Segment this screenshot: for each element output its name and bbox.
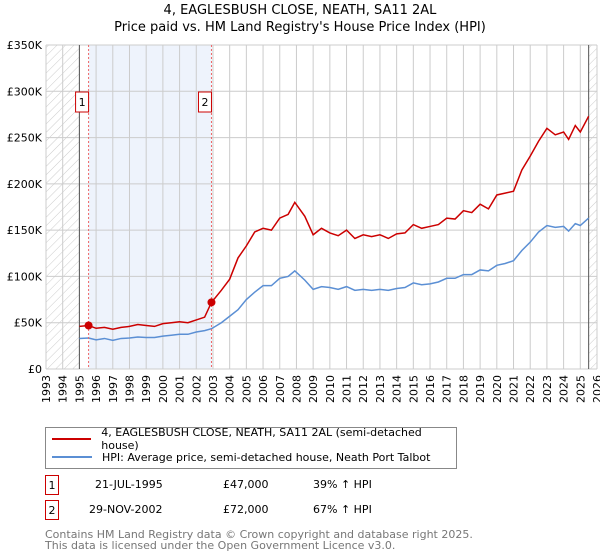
x-tick-label: 1994 [57, 375, 70, 403]
sale-hpi: 39% ↑ HPI [313, 478, 372, 491]
footer-copyright: Contains HM Land Registry data © Crown c… [45, 528, 473, 541]
x-tick-label: 1998 [123, 375, 136, 403]
legend-swatch-red [52, 438, 92, 440]
x-tick-label: 2021 [508, 375, 521, 403]
x-tick-label: 2000 [157, 375, 170, 403]
y-tick-label: £350K [7, 39, 43, 52]
sale-row-1: 1 21-JUL-1995 £47,000 39% ↑ HPI [45, 475, 445, 495]
x-tick-label: 2012 [357, 375, 370, 403]
sale-point [207, 298, 216, 307]
x-tick-label: 2016 [424, 375, 437, 403]
x-tick-label: 2014 [391, 375, 404, 403]
y-tick-label: £300K [7, 85, 43, 98]
y-tick-label: £100K [7, 270, 43, 283]
x-tick-label: 2005 [240, 375, 253, 403]
sale-marker-label: 1 [45, 475, 59, 495]
x-tick-label: 2017 [441, 375, 454, 403]
sale-label-box [75, 91, 90, 113]
x-tick-label: 1996 [90, 375, 103, 403]
x-tick-label: 2009 [307, 375, 320, 403]
footer: Contains HM Land Registry data © Crown c… [45, 529, 473, 551]
sale-price: £72,000 [223, 503, 269, 516]
hpi-line [79, 217, 590, 342]
x-tick-label: 1993 [40, 375, 53, 403]
sale-price: £47,000 [223, 478, 269, 491]
y-tick-label: £250K [7, 132, 43, 145]
y-tick-label: £50K [14, 317, 43, 330]
x-tick-label: 2007 [274, 375, 287, 403]
x-tick-label: 2015 [407, 375, 420, 403]
x-tick-label: 2023 [541, 375, 554, 403]
x-tick-label: 2018 [457, 375, 470, 403]
property-price-line [79, 115, 590, 330]
x-tick-label: 2025 [574, 375, 587, 403]
legend-label: HPI: Average price, semi-detached house,… [102, 450, 431, 464]
x-tick-label: 2011 [341, 375, 354, 403]
sale-label: 2 [201, 96, 208, 109]
x-tick-label: 2024 [558, 375, 571, 403]
x-tick-label: 2010 [324, 375, 337, 403]
chart-title: 4, EAGLESBUSH CLOSE, NEATH, SA11 2AL [163, 3, 437, 18]
footer-licence: This data is licensed under the Open Gov… [45, 539, 396, 552]
x-tick-label: 2019 [474, 375, 487, 403]
y-tick-label: £0 [28, 363, 42, 376]
x-tick-label: 2013 [374, 375, 387, 403]
x-tick-label: 2004 [224, 375, 237, 403]
sale-hpi: 67% ↑ HPI [313, 503, 372, 516]
legend: 4, EAGLESBUSH CLOSE, NEATH, SA11 2AL (se… [45, 426, 457, 469]
sale-marker-label: 2 [45, 500, 59, 520]
x-tick-label: 2020 [491, 375, 504, 403]
x-tick-label: 2003 [207, 375, 220, 403]
legend-label: 4, EAGLESBUSH CLOSE, NEATH, SA11 2AL (se… [101, 426, 422, 452]
x-tick-label: 2006 [257, 375, 270, 403]
sale-row-2: 2 29-NOV-2002 £72,000 67% ↑ HPI [45, 500, 445, 520]
legend-item-hpi: HPI: Average price, semi-detached house,… [52, 448, 430, 466]
legend-swatch-blue [52, 456, 92, 458]
x-tick-label: 1995 [73, 375, 86, 403]
legend-item-property: 4, EAGLESBUSH CLOSE, NEATH, SA11 2AL (se… [52, 426, 456, 452]
x-tick-label: 2008 [290, 375, 303, 403]
ownership-shading [88, 45, 212, 369]
sale-date: 29-NOV-2002 [89, 503, 163, 516]
x-tick-label: 2001 [174, 375, 187, 403]
y-tick-label: £150K [7, 224, 43, 237]
sale-label: 1 [79, 96, 86, 109]
sale-point [84, 321, 93, 330]
x-tick-label: 1999 [140, 375, 153, 403]
x-tick-label: 2022 [524, 375, 537, 403]
chart-subtitle: Price paid vs. HM Land Registry's House … [114, 20, 486, 35]
plot-area: 1993 1994 1995 1996 1997 1998 1999 2000 2001 2002… [7, 39, 600, 403]
y-tick-label: £200K [7, 178, 43, 191]
x-tick-label: 2026 [591, 375, 600, 403]
sale-label-box [197, 91, 212, 113]
x-tick-label: 1997 [107, 375, 120, 403]
hatched-region-after [588, 45, 597, 369]
x-tick-label: 2002 [190, 375, 203, 403]
sale-date: 21-JUL-1995 [95, 478, 163, 491]
